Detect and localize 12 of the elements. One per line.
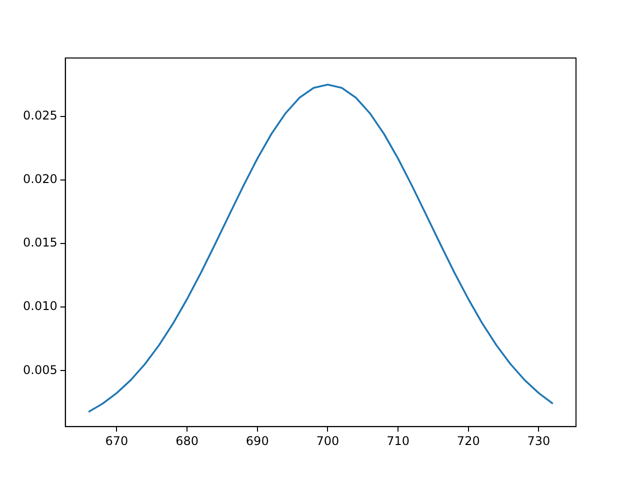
y-tick-label: 0.010: [22, 299, 58, 314]
x-tick-label: 670: [105, 434, 128, 448]
x-tick-label: 680: [176, 434, 198, 448]
y-tick-label: 0.015: [22, 236, 58, 250]
x-tick-label: 700: [316, 434, 340, 448]
x-tick-label: 720: [456, 434, 480, 448]
x-tick-label: 710: [386, 434, 410, 448]
y-tick-label: 0.005: [22, 362, 58, 377]
x-tick-label: 690: [246, 434, 269, 448]
y-tick-label: 0.025: [22, 108, 58, 123]
x-tick-label: 730: [527, 434, 550, 448]
y-tick-label: 0.020: [22, 172, 58, 186]
